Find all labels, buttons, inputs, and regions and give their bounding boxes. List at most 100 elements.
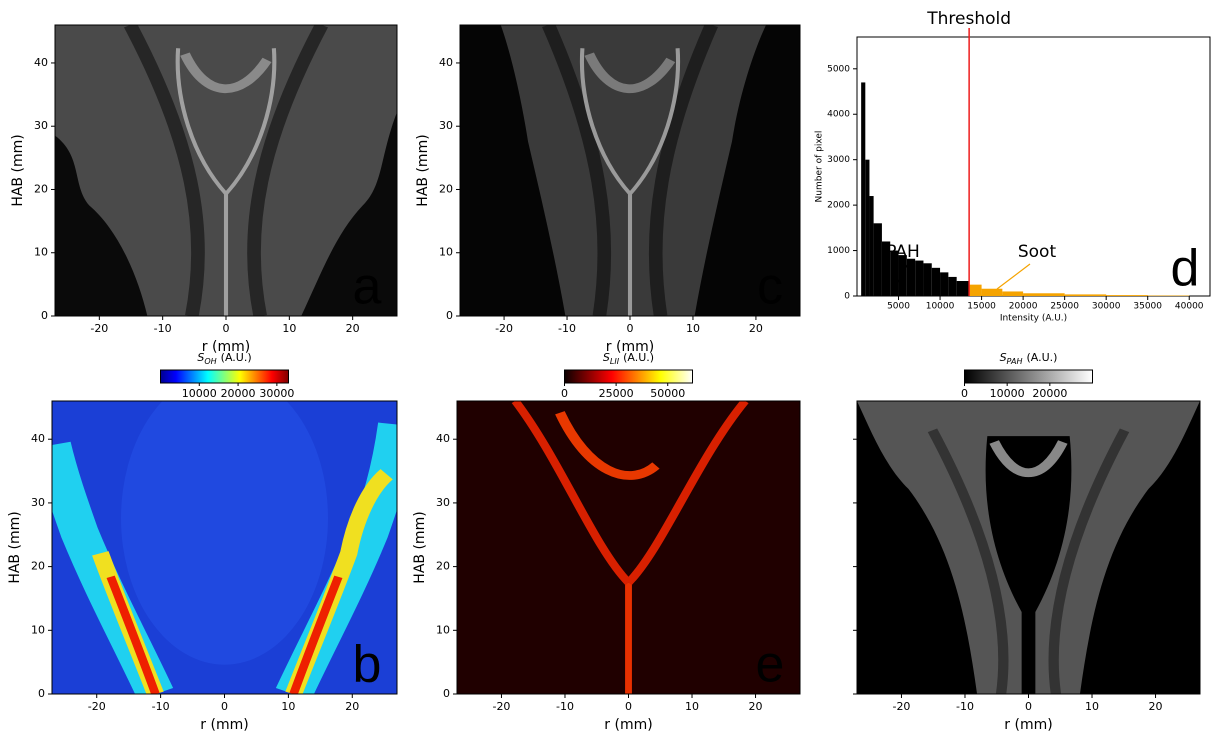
- y-axis-label: HAB (mm): [7, 511, 23, 583]
- x-tick-label: 0: [627, 322, 634, 335]
- x-axis-label: r (mm): [1004, 717, 1052, 731]
- histogram-bar: [881, 241, 891, 296]
- x-tick-label: 20: [1149, 700, 1163, 713]
- axes-frame: [459, 24, 801, 317]
- colorbar: [564, 369, 693, 384]
- x-tick-label: 20: [749, 322, 763, 335]
- colorbar-subscript: LII: [610, 357, 620, 366]
- panel-letter: e: [756, 636, 785, 694]
- x-tick-label: 20: [345, 700, 359, 713]
- image-e: [457, 401, 800, 694]
- image-b: [52, 401, 397, 694]
- x-tick-label: 10: [1085, 700, 1099, 713]
- histogram-bar: [890, 250, 899, 296]
- x-tick-label: 0: [221, 700, 228, 713]
- x-tick-label: 0: [625, 700, 632, 713]
- panel-letter: b: [353, 636, 382, 694]
- x-tick-label: 20000: [1009, 302, 1038, 312]
- x-axis-label: r (mm): [200, 717, 248, 731]
- y-tick-label: 2000: [827, 201, 850, 211]
- y-tick-label: 5000: [827, 64, 850, 74]
- x-axis-label: r (mm): [202, 339, 250, 355]
- axes-frame: [54, 24, 398, 317]
- axes-frame: [456, 400, 801, 695]
- colorbar-unit: (A.U.): [623, 351, 654, 364]
- y-tick-label: 3000: [827, 155, 850, 165]
- colorbar-tick-label: 20000: [1032, 387, 1067, 400]
- y-tick-label: 20: [31, 560, 45, 573]
- histogram-bar: [1106, 295, 1148, 296]
- x-tick-label: 35000: [1133, 302, 1162, 312]
- y-tick-label: 0: [844, 292, 850, 302]
- histogram-bar: [1064, 294, 1107, 296]
- y-tick-label: 40: [31, 432, 45, 445]
- histogram-bar: [923, 263, 932, 296]
- x-tick-label: -10: [556, 700, 574, 713]
- x-tick-label: -20: [495, 322, 513, 335]
- x-tick-label: -10: [152, 700, 170, 713]
- x-tick-label: 20: [749, 700, 763, 713]
- y-tick-label: 40: [34, 56, 48, 69]
- colorbar-label: SOH (A.U.): [197, 351, 251, 366]
- x-tick-label: 40000: [1175, 302, 1204, 312]
- colorbar-symbol: S: [197, 351, 204, 364]
- colorbar-tick-label: 25000: [599, 387, 634, 400]
- histogram-bar: [906, 258, 916, 296]
- y-tick-label: 20: [436, 560, 450, 573]
- colorbar-tick-label: 10000: [182, 387, 217, 400]
- y-tick-label: 30: [439, 119, 453, 132]
- x-tick-label: 0: [1025, 700, 1032, 713]
- x-tick-label: -20: [90, 322, 108, 335]
- y-tick-label: 4000: [827, 110, 850, 120]
- y-tick-label: 30: [34, 119, 48, 132]
- image-c: [460, 25, 800, 316]
- image-a: [55, 25, 397, 316]
- x-axis-label: r (mm): [604, 717, 652, 731]
- colorbar-tick-label: 0: [961, 387, 968, 400]
- histogram-bar: [861, 82, 866, 296]
- colorbar: [964, 369, 1093, 384]
- x-axis-label: Intensity (A.U.): [1000, 314, 1067, 324]
- annotation: PAH: [886, 242, 920, 262]
- y-tick-label: 10: [34, 246, 48, 259]
- x-tick-label: 10000: [926, 302, 955, 312]
- y-tick-label: 10: [31, 623, 45, 636]
- colorbar-tick-label: 10000: [990, 387, 1025, 400]
- x-axis-label: r (mm): [606, 339, 654, 355]
- y-axis-label: HAB (mm): [412, 511, 428, 583]
- annotation-arrow: [996, 263, 1031, 290]
- x-tick-label: 15000: [967, 302, 996, 312]
- colorbar-tick-label: 30000: [259, 387, 294, 400]
- y-tick-label: 0: [443, 687, 450, 700]
- y-tick-label: 0: [38, 687, 45, 700]
- y-tick-label: 40: [439, 56, 453, 69]
- histogram-bar: [981, 288, 1003, 296]
- colorbar-label: SLII (A.U.): [603, 351, 654, 366]
- colorbar-symbol: S: [603, 351, 610, 364]
- axes-frame: [856, 400, 1201, 695]
- histogram-bar: [865, 159, 870, 296]
- x-tick-label: 30000: [1092, 302, 1121, 312]
- colorbar-unit: (A.U.): [221, 351, 252, 364]
- x-tick-label: 5000: [887, 302, 910, 312]
- colorbar-tick-label: 20000: [221, 387, 256, 400]
- colorbar-subscript: OH: [204, 357, 216, 366]
- x-tick-label: -10: [154, 322, 172, 335]
- x-tick-label: 25000: [1050, 302, 1079, 312]
- panel-letter: a: [353, 258, 382, 316]
- axes-frame: [51, 400, 398, 695]
- histogram-bar: [898, 255, 907, 296]
- y-axis-label: Number of pixel: [815, 131, 825, 203]
- y-tick-label: 0: [41, 309, 48, 322]
- colorbar-subscript: PAH: [1007, 357, 1023, 366]
- histogram-bar: [940, 272, 949, 296]
- x-tick-label: -10: [558, 322, 576, 335]
- colorbar-label: SPAH (A.U.): [1000, 351, 1058, 366]
- y-tick-label: 1000: [827, 246, 850, 256]
- x-tick-label: 0: [223, 322, 230, 335]
- y-tick-label: 20: [439, 182, 453, 195]
- histogram-bar: [931, 267, 941, 296]
- histogram-bar: [1023, 293, 1065, 296]
- colorbar-symbol: S: [1000, 351, 1007, 364]
